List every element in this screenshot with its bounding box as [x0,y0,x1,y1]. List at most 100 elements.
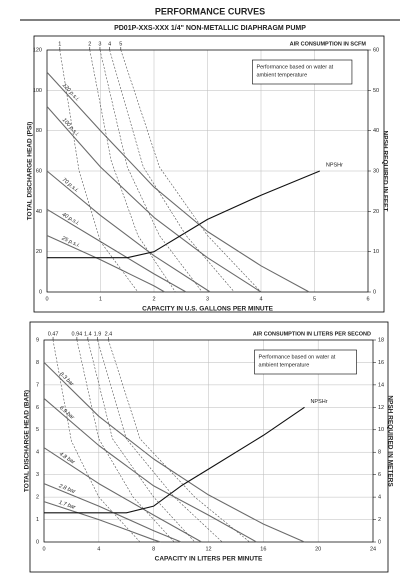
x-tick-label: 20 [315,546,321,552]
y-axis-title: TOTAL DISCHARGE HEAD (BAR) [24,390,31,492]
note-box [254,349,357,375]
x2-tick-label: 0.94 [72,331,83,337]
y2-tick-label: 0 [373,289,376,295]
pressure-curve [43,447,202,543]
y2-tick-label: 16 [378,360,384,366]
air-curve [120,49,262,293]
y-tick-label: 40 [36,209,42,215]
page-title: PERFORMANCE CURVES [155,6,265,16]
curve-label: 2.8 bar [57,483,77,496]
curve-label: 70 p.s.i. [61,177,80,194]
y2-tick-label: 14 [378,382,384,388]
x-tick-label: 4 [259,296,262,302]
page-subtitle: PD01P-XXS-XXX 1/4" NON-METALLIC DIAPHRAG… [114,25,306,32]
x2-tick-label: 2 [88,41,91,47]
y-tick-label: 5 [36,427,39,433]
y2-tick-label: 30 [373,168,379,174]
note-text: ambient temperature [259,362,310,368]
curve-label: NPSHr [310,399,327,405]
x-tick-label: 2 [152,296,155,302]
x-axis-title: CAPACITY IN LITERS PER MINUTE [155,556,263,563]
y2-tick-label: 0 [378,539,381,545]
y-tick-label: 1 [36,517,39,523]
x2-tick-label: 1.9 [94,331,102,337]
y-tick-label: 100 [33,88,42,94]
npshr-curve [44,406,305,514]
x-tick-label: 5 [313,296,316,302]
y2-tick-label: 10 [378,427,384,433]
air-curve [52,339,141,543]
curve-label: 100 p.s.i. [61,117,80,138]
y2-tick-label: 12 [378,405,384,411]
air-curve [87,339,196,543]
x-tick-label: 8 [152,546,155,552]
curve-label: NPSHr [326,162,343,168]
pressure-curve [46,71,310,293]
x-tick-label: 0 [42,546,45,552]
curve-label: 1.7 bar [58,500,77,511]
x-tick-label: 12 [205,546,211,552]
y-tick-label: 4 [36,450,39,456]
x2-tick-label: 2.4 [105,331,113,337]
pressure-curve [43,483,182,543]
pressure-curve [43,501,161,543]
x2-axis-title: AIR CONSUMPTION IN SCFM [290,41,367,47]
x-tick-label: 4 [97,546,100,552]
x-tick-label: 24 [370,546,376,552]
note-box [252,59,353,85]
note-text: Performance based on water at [256,64,333,70]
y2-tick-label: 4 [378,495,381,501]
x-axis-title: CAPACITY IN U.S. GALLONS PER MINUTE [142,306,274,313]
y-tick-label: 60 [36,168,42,174]
y2-tick-label: 2 [378,517,381,523]
x2-tick-label: 4 [108,41,111,47]
y-tick-label: 0 [39,289,42,295]
y-tick-label: 120 [33,47,42,53]
x-tick-label: 6 [366,296,369,302]
x2-tick-label: 5 [119,41,122,47]
x2-tick-label: 1 [58,41,61,47]
y-tick-label: 9 [36,337,39,343]
curve-label: 120 p.s.i. [61,82,81,103]
chart-frame [29,321,389,573]
y-axis-title: TOTAL DISCHARGE HEAD (PSI) [27,122,34,221]
pressure-curve [43,397,257,543]
x-tick-label: 3 [206,296,209,302]
pressure-curve [46,106,262,293]
air-curve [97,339,223,543]
air-curve [59,49,139,293]
y2-tick-label: 10 [373,249,379,255]
air-curve [76,339,175,543]
y-tick-label: 7 [36,382,39,388]
y2-tick-label: 60 [373,47,379,53]
pressure-curve [43,362,305,543]
air-curve [89,49,176,293]
note-text: Performance based on water at [259,354,336,360]
npshr-curve [47,170,321,259]
plot-area [43,339,374,543]
pressure-curve [46,170,211,293]
x-tick-label: 16 [260,546,266,552]
chart-frame [33,35,385,313]
x2-axis-title: AIR CONSUMPTION IN LITERS PER SECOND [253,331,371,337]
air-curve [108,339,250,543]
y2-tick-label: 20 [373,209,379,215]
air-curve [99,49,203,293]
y2-tick-label: 50 [373,88,379,94]
x-tick-label: 0 [45,296,48,302]
y2-tick-label: 8 [378,450,381,456]
y-tick-label: 8 [36,360,39,366]
x-tick-label: 1 [99,296,102,302]
x2-tick-label: 0.47 [48,331,59,337]
y-tick-label: 80 [36,128,42,134]
y2-tick-label: 40 [373,128,379,134]
note-text: ambient temperature [256,72,307,78]
y2-axis-title: NPSH REQUIRED IN METERS [386,395,393,487]
y2-tick-label: 6 [378,472,381,478]
y-tick-label: 3 [36,472,39,478]
y2-tick-label: 18 [378,337,384,343]
x2-tick-label: 1.4 [84,331,92,337]
y2-axis-title: NPSH REQUIRED IN FEET [381,131,388,212]
y-tick-label: 0 [36,539,39,545]
